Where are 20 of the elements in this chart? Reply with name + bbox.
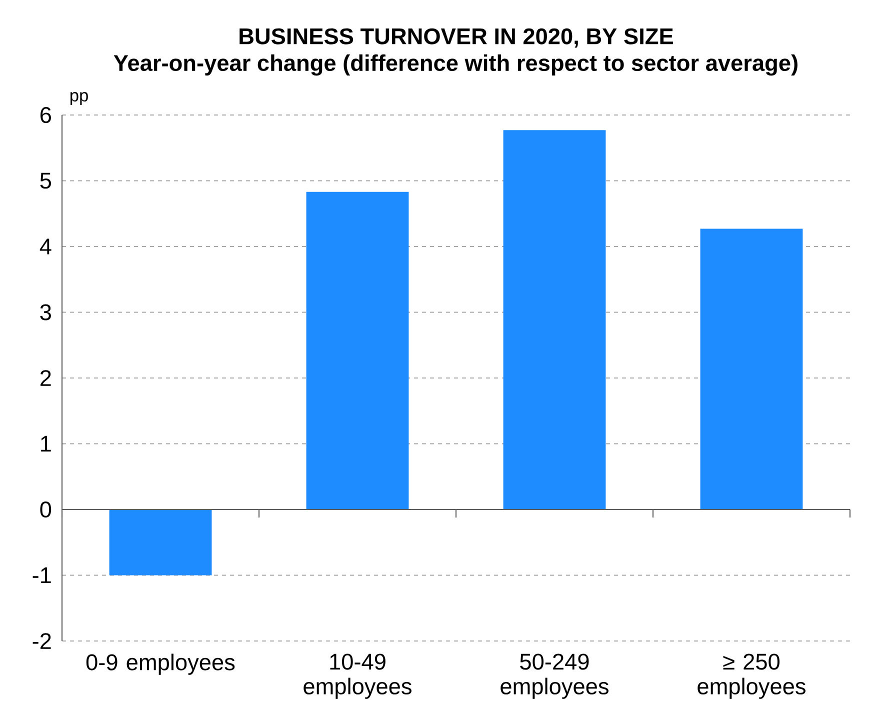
y-tick-label: 2: [40, 370, 51, 386]
bar: [700, 228, 803, 510]
x-tick-label: ≥ 250 employees: [698, 654, 806, 699]
y-tick-label: -2: [32, 633, 51, 649]
y-tick-label: 5: [40, 172, 52, 189]
x-tick-label: 10-49 employees: [304, 654, 412, 699]
y-tick-label: 6: [40, 106, 51, 124]
y-tick-label: 4: [40, 238, 52, 254]
chart-title: BUSINESS TURNOVER IN 2020, BY SIZE: [240, 28, 673, 48]
x-tick-label: 50-249 employees: [500, 654, 608, 699]
y-tick-label: 3: [40, 304, 51, 320]
y-axis-title: pp: [70, 92, 88, 105]
bar: [109, 509, 212, 576]
chart-subtitle: Year-on-year change (difference with respect to sector average): [114, 54, 798, 76]
bar: [503, 130, 606, 510]
x-tick-label: 0-9 employees: [86, 654, 235, 675]
y-tick-label: -1: [32, 567, 51, 584]
y-tick-label: 1: [41, 436, 51, 452]
bar: [306, 192, 409, 510]
y-tick-label: 0: [40, 501, 52, 518]
